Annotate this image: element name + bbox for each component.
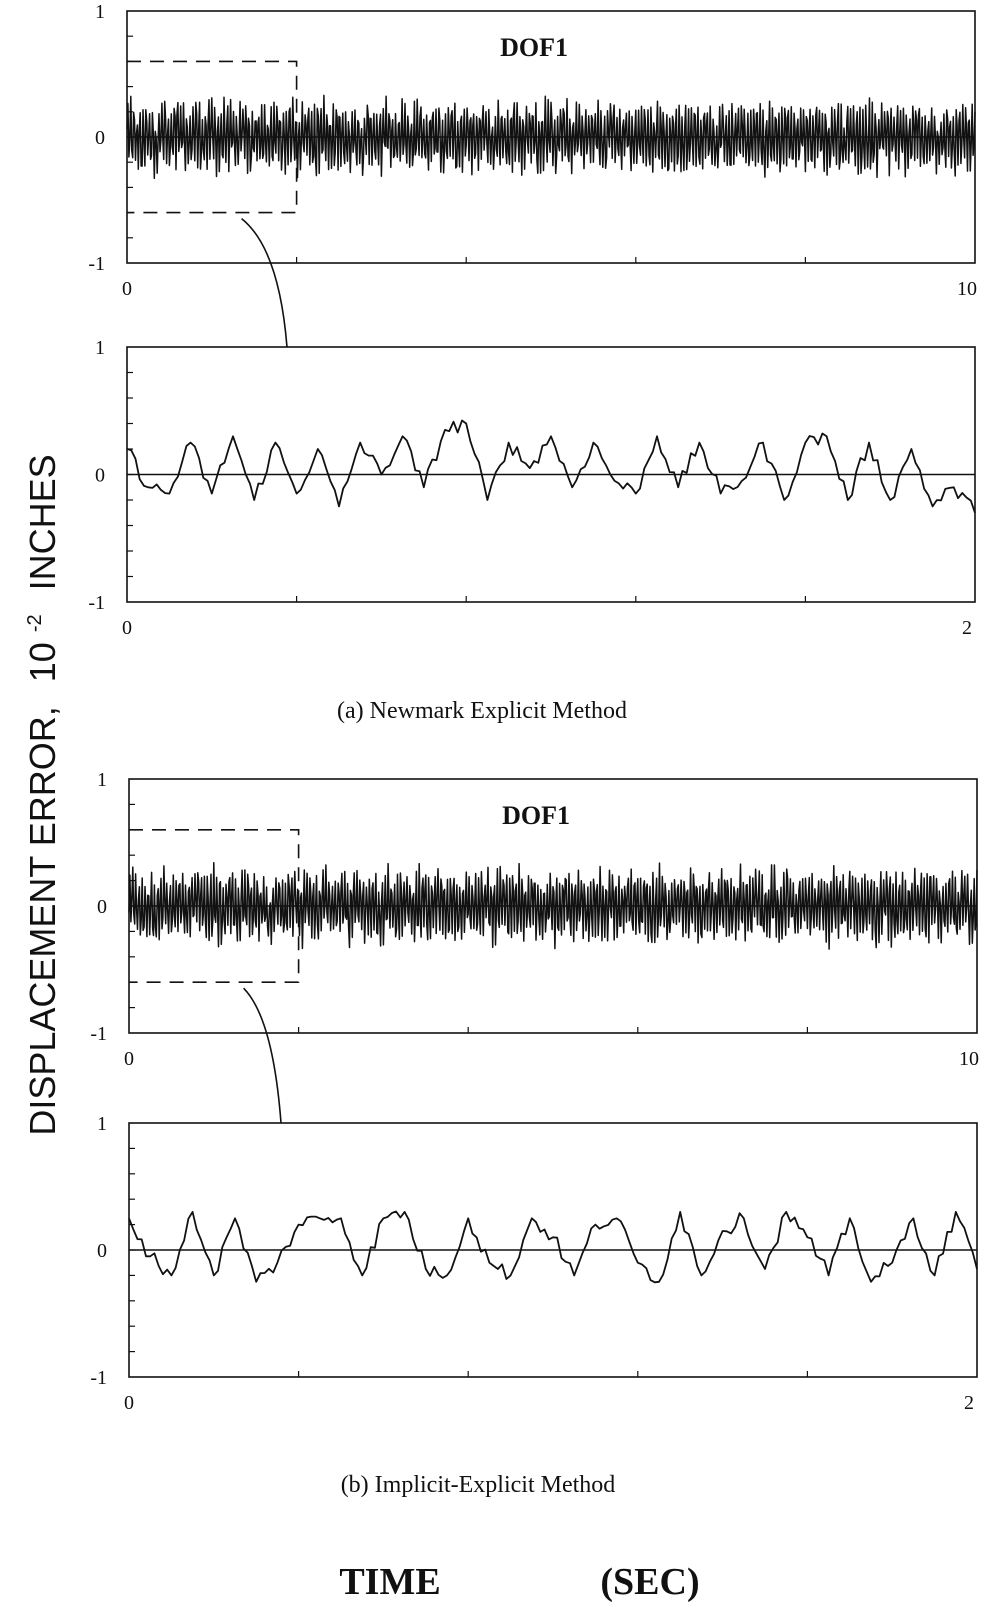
x-tick-label: 0 [124, 1392, 134, 1414]
panel-a_zoom: 1 0 -1 0 2 [88, 337, 976, 639]
x-tick-label: 10 [957, 278, 977, 300]
x-tick-label: 2 [964, 1392, 974, 1414]
y-axis-label-group: DISPLACEMENT ERROR, 10 -2 INCHES [8, 454, 63, 1135]
y-tick-label: 0 [97, 896, 107, 918]
series-line [126, 94, 976, 180]
x-tick-label: 0 [124, 1048, 134, 1070]
series-line [128, 861, 978, 950]
y-tick-label: 1 [97, 769, 107, 791]
x-tick-label: 10 [959, 1048, 979, 1070]
x-axis-label: TIME [339, 1561, 440, 1603]
chart-title: DOF1 [502, 801, 570, 830]
series-line [128, 1210, 978, 1284]
y-tick-label: 0 [95, 127, 105, 149]
y-axis-scale-exponent: -2 [24, 614, 46, 632]
y-tick-label: -1 [90, 1023, 107, 1045]
x-tick-label: 2 [962, 617, 972, 639]
y-tick-label: 0 [95, 465, 105, 487]
panel-b_zoom: 1 0 -1 0 2 [90, 1113, 978, 1414]
chart-title: DOF1 [500, 33, 568, 62]
y-axis-unit: INCHES [22, 454, 63, 590]
y-tick-label: -1 [88, 253, 105, 275]
x-tick-label: 0 [122, 278, 132, 300]
y-tick-label: 0 [97, 1240, 107, 1262]
y-tick-label: -1 [88, 592, 105, 614]
y-axis-label: DISPLACEMENT ERROR, 10 -2 INCHES [8, 454, 63, 1135]
zoom-connector [243, 987, 282, 1124]
series-line [126, 419, 976, 514]
y-tick-label: -1 [90, 1367, 107, 1389]
zoom-connector [241, 217, 288, 348]
y-tick-label: 1 [95, 337, 105, 359]
x-axis-unit: (SEC) [600, 1561, 699, 1603]
x-tick-label: 0 [122, 617, 132, 639]
caption-b: (b) Implicit-Explicit Method [341, 1472, 616, 1498]
y-tick-label: 1 [97, 1113, 107, 1135]
y-tick-label: 1 [95, 1, 105, 23]
caption-a: (a) Newmark Explicit Method [337, 698, 627, 724]
y-axis-label-text: DISPLACEMENT ERROR, [22, 706, 63, 1135]
y-axis-scale-base: 10 [22, 642, 63, 682]
